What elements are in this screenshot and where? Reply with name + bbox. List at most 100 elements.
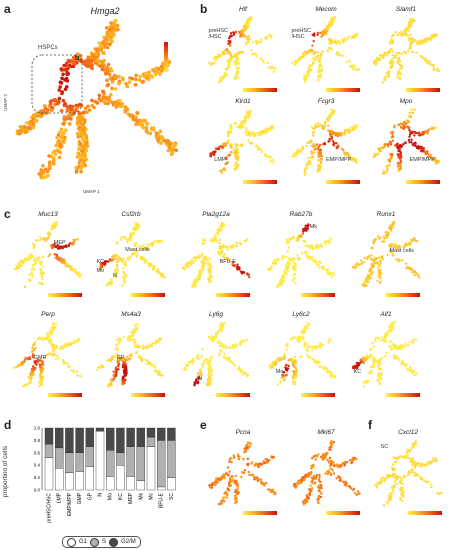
umap-cell-point [194, 285, 197, 288]
umap-cell-point [121, 284, 124, 287]
panel-a-umap [15, 18, 178, 180]
umap-cell-point [227, 138, 230, 142]
umap-cell-point [79, 273, 83, 276]
umap-cell-point [64, 85, 69, 89]
umap-cell-point [352, 68, 355, 71]
umap-cell-point [327, 341, 330, 344]
umap-cell-point [125, 355, 129, 358]
umap-cell-point [101, 261, 105, 265]
umap-cell-point [144, 121, 149, 126]
bar-segment-g2m [167, 427, 176, 441]
umap-cell-point [316, 31, 319, 35]
umap-cell-point [205, 358, 209, 361]
umap-cell-point [255, 131, 258, 135]
umap-cell-point [26, 125, 31, 130]
umap-cell-point [111, 358, 114, 361]
umap-cell-point [303, 240, 306, 243]
panel-c-annotation-2-0: BFU-E [219, 258, 237, 265]
umap-cell-point [61, 138, 66, 143]
umap-cell-point [401, 361, 404, 364]
umap-cell-point [196, 380, 200, 383]
umap-cell-point [77, 271, 81, 274]
umap-cell-point [194, 379, 198, 382]
umap-cell-point [434, 159, 437, 162]
umap-cell-point [82, 152, 87, 157]
umap-cell-point [159, 239, 162, 243]
umap-cell-point [15, 267, 18, 270]
umap-cell-point [57, 96, 62, 101]
umap-cell-point [228, 51, 231, 54]
umap-cell-point [309, 162, 312, 165]
umap-cell-point [234, 482, 237, 486]
umap-cell-point [73, 339, 76, 342]
umap-cell-point [412, 270, 415, 273]
panel-c-color-legend-8 [301, 393, 335, 397]
bar-segment-g2m [44, 427, 54, 445]
umap-cell-point [234, 163, 238, 167]
umap-cell-point [383, 240, 386, 243]
umap-cell-point [62, 362, 65, 365]
umap-cell-point [27, 375, 31, 379]
umap-cell-point [399, 168, 402, 171]
panel-c-umap-0 [14, 221, 83, 289]
umap-cell-point [81, 163, 85, 168]
umap-cell-point [236, 58, 239, 61]
panel-c-annotation-1-1: KC [96, 258, 105, 265]
umap-cell-point [123, 360, 126, 364]
umap-cell-point [365, 379, 368, 383]
umap-cell-point [231, 343, 234, 347]
umap-cell-point [279, 278, 282, 282]
umap-cell-point [396, 61, 400, 65]
panel-c-annotation-1-2: Mo [96, 267, 105, 274]
umap-cell-point [251, 40, 255, 44]
umap-cell-point [303, 74, 306, 77]
umap-cell-point [400, 155, 403, 158]
umap-cell-point [27, 381, 31, 385]
umap-cell-point [422, 146, 425, 150]
umap-cell-point [354, 68, 358, 71]
umap-cell-point [217, 53, 220, 57]
umap-cell-point [266, 61, 270, 65]
umap-cell-point [261, 129, 264, 133]
umap-cell-point [284, 255, 288, 259]
umap-cell-point [408, 135, 411, 138]
umap-cell-point [292, 364, 296, 367]
umap-cell-point [229, 346, 232, 349]
umap-cell-point [128, 255, 132, 259]
panel-a-color-legend [164, 42, 168, 72]
umap-cell-point [98, 44, 103, 49]
umap-cell-point [370, 365, 373, 369]
umap-cell-point [40, 278, 44, 281]
umap-cell-point [421, 150, 424, 153]
umap-cell-point [201, 348, 204, 351]
umap-cell-point [43, 337, 46, 340]
umap-cell-point [268, 33, 271, 37]
umap-cell-point [398, 148, 401, 151]
umap-cell-point [30, 271, 33, 274]
umap-cell-point [93, 51, 98, 56]
umap-cell-point [135, 255, 138, 258]
umap-cell-point [129, 113, 133, 117]
umap-cell-point [170, 150, 174, 154]
umap-cell-point [13, 366, 16, 369]
umap-cell-point [51, 159, 56, 164]
umap-cell-point [368, 268, 372, 271]
umap-cell-point [198, 269, 201, 272]
umap-cell-point [28, 273, 31, 276]
umap-cell-point [406, 119, 409, 122]
umap-cell-point [355, 125, 358, 128]
umap-cell-point [114, 254, 117, 257]
umap-cell-point [371, 246, 374, 250]
umap-cell-point [229, 41, 232, 44]
umap-cell-point [372, 345, 376, 348]
umap-cell-point [234, 63, 237, 66]
umap-cell-point [332, 18, 335, 21]
umap-cell-point [265, 35, 268, 38]
umap-cell-point [306, 345, 309, 349]
umap-cell-point [123, 374, 127, 377]
umap-cell-point [247, 139, 250, 142]
y-tick-label: 0.4 [34, 463, 41, 468]
umap-cell-point [81, 137, 85, 142]
umap-cell-point [285, 273, 288, 276]
umap-cell-point [197, 372, 200, 375]
